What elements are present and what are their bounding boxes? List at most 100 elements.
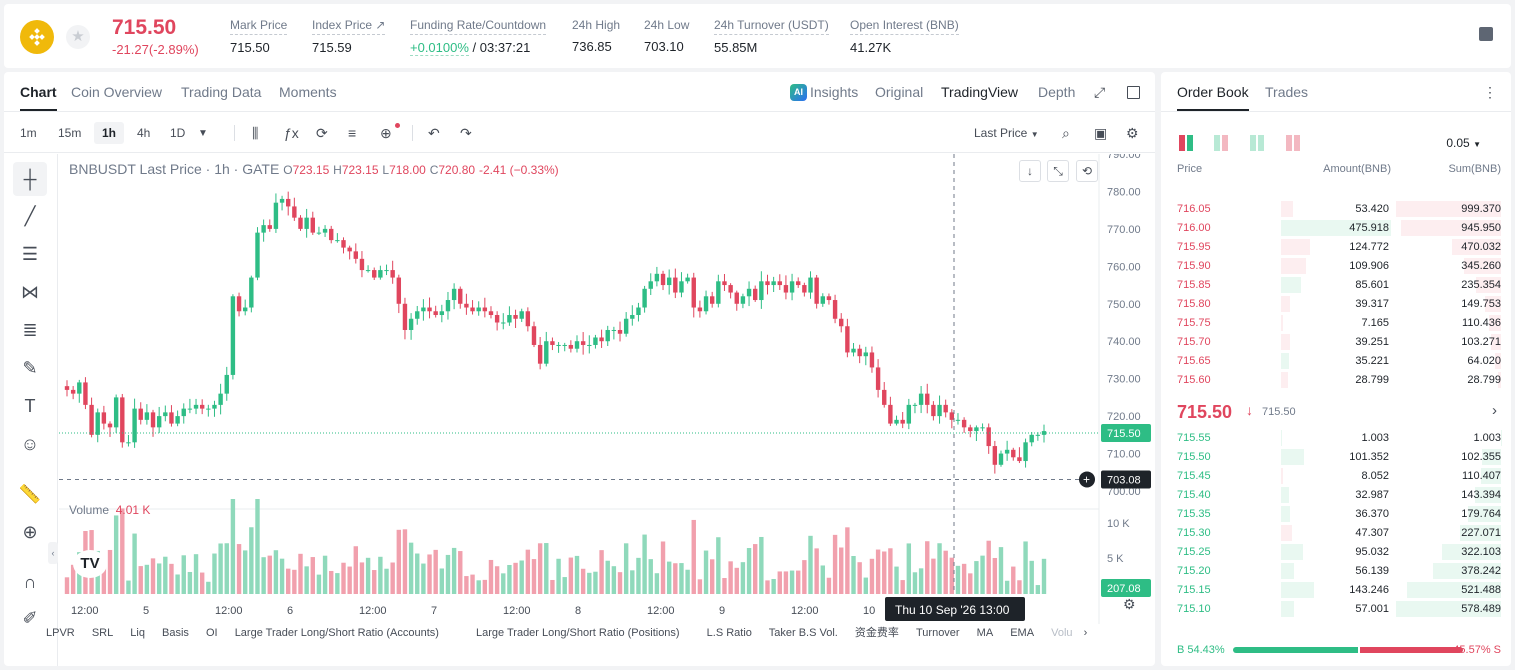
- tab-tradingview[interactable]: TradingView: [941, 84, 1019, 100]
- interval-1m[interactable]: 1m: [20, 126, 37, 140]
- interval-dropdown-icon[interactable]: ▼: [198, 128, 208, 139]
- brush-icon[interactable]: ✎: [22, 358, 38, 378]
- ask-row[interactable]: 715.95 124.772 470.032: [1161, 238, 1511, 256]
- chevron-right-icon[interactable]: ›: [1492, 402, 1497, 419]
- emoji-icon[interactable]: ☺: [20, 434, 40, 454]
- bid-row[interactable]: 715.15 143.246 521.488: [1161, 581, 1511, 599]
- bid-row[interactable]: 715.55 1.003 1.003: [1161, 429, 1511, 447]
- tab-moments[interactable]: Moments: [279, 84, 337, 100]
- fib-icon[interactable]: ≣: [22, 320, 38, 340]
- indicator-turnover[interactable]: Turnover: [915, 627, 960, 639]
- indicator-oi[interactable]: OI: [206, 627, 218, 639]
- indicator-volume[interactable]: Volu: [1051, 627, 1073, 639]
- indicator-ls-ratio[interactable]: L.S Ratio: [706, 627, 752, 639]
- bid-row[interactable]: 715.35 36.370 179.764: [1161, 505, 1511, 523]
- guide-book-icon[interactable]: [1479, 27, 1493, 41]
- stat-funding-rate[interactable]: Funding Rate/Countdown +0.0100% / 03:37:…: [410, 18, 547, 56]
- bid-row[interactable]: 715.45 8.052 110.407: [1161, 467, 1511, 485]
- fullscreen-icon[interactable]: [1127, 86, 1140, 99]
- tab-original[interactable]: Original: [875, 84, 924, 100]
- ruler-icon[interactable]: 📏: [18, 484, 42, 504]
- tab-coin-overview[interactable]: Coin Overview: [71, 84, 163, 100]
- indicator-scroll-right-icon[interactable]: ›: [1083, 627, 1088, 639]
- tab-depth[interactable]: Depth: [1038, 84, 1076, 100]
- candle-body: [568, 344, 574, 349]
- zoom-in-icon[interactable]: ⊕: [22, 522, 38, 542]
- view-depth-icon[interactable]: [1286, 135, 1302, 151]
- replay-icon[interactable]: ⟳: [316, 125, 328, 141]
- horizontal-lines-icon[interactable]: ☰: [21, 244, 39, 264]
- scroll-to-latest-icon[interactable]: ↓: [1019, 160, 1041, 182]
- tick-size-dropdown[interactable]: 0.05 ▼: [1446, 136, 1481, 150]
- interval-4h[interactable]: 4h: [137, 126, 151, 140]
- chart-plot[interactable]: 790.00 780.00 770.00 760.00 750.00 740.00 730.…: [59, 154, 1155, 666]
- ask-row[interactable]: 716.05 53.420 999.370: [1161, 200, 1511, 218]
- search-icon[interactable]: ⌕: [1062, 125, 1070, 141]
- camera-icon[interactable]: ▣: [1094, 125, 1108, 141]
- indicator-lt-accounts[interactable]: Large Trader Long/Short Ratio (Accounts): [234, 627, 439, 639]
- favorite-star-icon[interactable]: ★: [66, 25, 90, 49]
- settings-gear-icon[interactable]: ⚙: [1126, 125, 1139, 141]
- indicator-ema[interactable]: EMA: [1010, 627, 1035, 639]
- tab-trading-data[interactable]: Trading Data: [181, 84, 262, 100]
- add-indicator-icon[interactable]: ⊕: [380, 125, 392, 141]
- bid-row[interactable]: 715.25 95.032 322.103: [1161, 543, 1511, 561]
- candle-type-icon[interactable]: ⫼: [252, 125, 259, 141]
- bid-row[interactable]: 715.50 101.352 102.355: [1161, 448, 1511, 466]
- row-price: 715.70: [1177, 336, 1211, 348]
- crosshair-icon[interactable]: ┼: [13, 162, 47, 196]
- view-both-icon[interactable]: [1179, 135, 1195, 151]
- indicator-basis[interactable]: Basis: [162, 627, 189, 639]
- pattern-icon[interactable]: ⋈: [21, 282, 39, 302]
- stat-24h-turnover[interactable]: 24h Turnover (USDT) 55.85M: [714, 18, 829, 55]
- collapse-drawbar-icon[interactable]: ‹: [48, 542, 58, 564]
- ask-row[interactable]: 715.90 109.906 345.260: [1161, 257, 1511, 275]
- bid-row[interactable]: 715.20 56.139 378.242: [1161, 562, 1511, 580]
- indicator-liq[interactable]: Liq: [130, 627, 145, 639]
- templates-icon[interactable]: ≡: [348, 125, 357, 141]
- ask-row[interactable]: 715.70 39.251 103.271: [1161, 333, 1511, 351]
- interval-1h[interactable]: 1h: [94, 122, 125, 144]
- text-tool-icon[interactable]: T: [24, 396, 36, 416]
- ask-row[interactable]: 715.60 28.799 28.799: [1161, 371, 1511, 389]
- ask-row[interactable]: 715.75 7.165 110.436: [1161, 314, 1511, 332]
- stat-mark-price[interactable]: Mark Price 715.50: [230, 18, 288, 55]
- price-type-dropdown[interactable]: Last Price ▼: [974, 126, 1039, 140]
- stat-index-price[interactable]: Index Price ↗ 715.59: [312, 18, 386, 55]
- indicators-icon[interactable]: ƒx: [284, 125, 299, 141]
- tab-insights[interactable]: Insights: [810, 84, 859, 100]
- magnet-icon[interactable]: ∩: [23, 572, 37, 592]
- candlestick-chart[interactable]: 790.00 780.00 770.00 760.00 750.00 740.00 730.…: [59, 154, 1155, 624]
- tab-chart[interactable]: Chart: [20, 84, 57, 111]
- trend-line-icon[interactable]: ╱: [24, 206, 36, 226]
- view-asks-icon[interactable]: [1250, 135, 1266, 151]
- ask-row[interactable]: 715.80 39.317 149.753: [1161, 295, 1511, 313]
- bid-row[interactable]: 715.30 47.307 227.071: [1161, 524, 1511, 542]
- indicator-funding[interactable]: 资金费率: [854, 627, 899, 639]
- indicator-lt-positions[interactable]: Large Trader Long/Short Ratio (Positions…: [475, 627, 680, 639]
- indicator-lpvr[interactable]: LPVR: [46, 627, 75, 639]
- ask-row[interactable]: 716.00 475.918 945.950: [1161, 219, 1511, 237]
- indicator-taker-vol[interactable]: Taker B.S Vol.: [768, 627, 838, 639]
- bid-row[interactable]: 715.10 57.001 578.489: [1161, 600, 1511, 618]
- lock-drawings-icon[interactable]: ✐: [22, 608, 38, 628]
- undo-icon[interactable]: ↶: [428, 125, 440, 141]
- reset-chart-icon[interactable]: ⟲: [1076, 160, 1098, 182]
- tab-trades[interactable]: Trades: [1265, 84, 1309, 100]
- expand-icon[interactable]: ⤢: [1094, 84, 1106, 100]
- redo-icon[interactable]: ↷: [460, 125, 472, 141]
- interval-15m[interactable]: 15m: [58, 126, 82, 140]
- more-options-icon[interactable]: ⋮: [1483, 84, 1497, 100]
- volume-bar: [464, 576, 469, 594]
- ask-row[interactable]: 715.65 35.221 64.020: [1161, 352, 1511, 370]
- view-bids-icon[interactable]: [1214, 135, 1230, 151]
- indicator-srl[interactable]: SRL: [91, 627, 114, 639]
- stat-open-interest[interactable]: Open Interest (BNB) 41.27K: [850, 18, 959, 55]
- indicator-ma[interactable]: MA: [976, 627, 994, 639]
- collapse-icon[interactable]: ⤡: [1047, 160, 1069, 182]
- interval-1d[interactable]: 1D: [170, 126, 186, 140]
- bid-row[interactable]: 715.40 32.987 143.394: [1161, 486, 1511, 504]
- time-settings-icon[interactable]: ⚙: [1123, 596, 1136, 612]
- ask-row[interactable]: 715.85 85.601 235.354: [1161, 276, 1511, 294]
- tab-order-book[interactable]: Order Book: [1177, 84, 1249, 111]
